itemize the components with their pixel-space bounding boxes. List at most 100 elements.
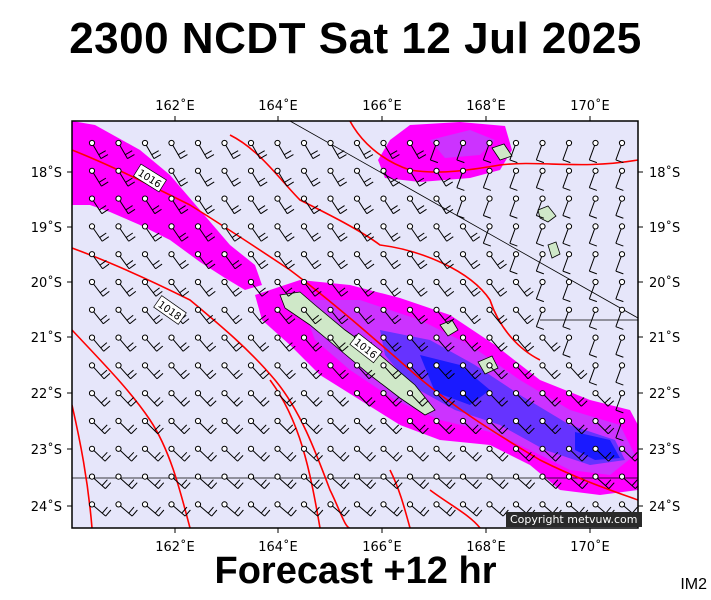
wind-barb-feather	[153, 369, 161, 376]
wind-barb-station	[646, 307, 651, 312]
wind-barb-station	[141, 390, 149, 397]
wind-barb-feather	[209, 318, 216, 325]
wind-barb-feather	[470, 260, 478, 266]
wind-barb-station	[565, 390, 573, 397]
wind-barb-feather	[394, 318, 402, 325]
wind-barb-station	[141, 195, 149, 202]
wind-barb-feather	[208, 263, 216, 270]
wind-barb-station	[433, 334, 440, 341]
image-tag: IM2	[680, 576, 707, 593]
wind-barb-station	[539, 417, 546, 425]
wind-barb-feather	[262, 373, 270, 380]
wind-barb-feather	[206, 314, 214, 321]
wind-barb-feather	[286, 181, 294, 187]
wind-barb-station	[194, 362, 202, 369]
wind-barb-feather	[524, 369, 532, 376]
wind-barb-feather	[128, 479, 135, 486]
wind-barb-feather	[259, 397, 267, 404]
wind-barb-feather	[577, 369, 585, 376]
wind-barb-station	[300, 473, 308, 480]
wind-barb-feather	[536, 215, 545, 219]
wind-barb-feather	[446, 506, 453, 514]
wind-barb-feather	[338, 287, 346, 294]
wind-barb-feather	[443, 232, 452, 238]
wind-barb-feather	[178, 205, 186, 211]
wind-barb-feather	[502, 509, 509, 517]
wind-barb-feather	[392, 451, 400, 459]
wind-barb-station	[618, 390, 626, 397]
wind-barb-feather	[105, 509, 112, 517]
wind-barb-station	[618, 278, 626, 286]
wind-barb-feather	[446, 479, 453, 486]
wind-barb-feather	[473, 263, 481, 270]
wind-barb-feather	[419, 424, 426, 431]
wind-barb-feather	[130, 400, 138, 407]
wind-barb-station	[247, 390, 255, 397]
wind-barb-station	[168, 139, 175, 147]
wind-barb-feather	[553, 345, 561, 352]
wind-barb-feather	[500, 291, 508, 297]
wind-barb-feather	[338, 342, 346, 349]
wind-barb-station	[565, 473, 573, 480]
wind-barb-station	[168, 390, 175, 397]
map-title: 2300 NCDT Sat 12 Jul 2025	[69, 14, 642, 63]
wind-barb-feather	[181, 236, 189, 242]
wind-barb-station	[194, 501, 202, 508]
wind-barb-feather	[235, 345, 243, 352]
wind-barb-feather	[642, 188, 650, 191]
wind-barb-feather	[210, 427, 217, 435]
wind-barb-station	[221, 417, 228, 425]
wind-barb-station	[512, 251, 520, 258]
wind-barb-feather	[127, 154, 135, 160]
wind-barb-feather	[339, 369, 346, 376]
wind-barb-station	[459, 334, 467, 341]
wind-barb-station	[592, 139, 599, 147]
wind-barb-station	[300, 251, 308, 258]
wind-barb-feather	[180, 397, 187, 404]
wind-barb-feather	[365, 154, 374, 160]
wind-barb-feather	[447, 318, 455, 325]
wind-barb-feather	[631, 479, 638, 486]
wind-barb-feather	[128, 506, 135, 514]
wind-barb-feather	[310, 150, 318, 156]
wind-barb-station	[194, 417, 202, 425]
wind-barb-feather	[364, 260, 372, 266]
wind-barb-feather	[417, 287, 425, 294]
wind-barb-feather	[446, 208, 454, 215]
wind-barb-feather	[367, 291, 375, 297]
wind-barb-staff	[642, 171, 648, 188]
wind-barb-feather	[235, 291, 243, 297]
wind-barb-feather	[417, 232, 425, 238]
wind-barb-station	[486, 501, 493, 508]
wind-barb-feather	[312, 369, 320, 376]
wind-barb-feather	[395, 373, 402, 380]
wind-barb-feather	[312, 397, 320, 404]
wind-barb-station	[433, 167, 440, 174]
wind-barb-feather	[364, 287, 372, 294]
lat-label-right-18: 18˚S	[649, 165, 680, 181]
wind-barb-station	[380, 223, 387, 230]
wind-barb-feather	[284, 205, 292, 211]
wind-barb-feather	[444, 314, 452, 321]
wind-barb-station	[406, 306, 414, 313]
wind-barb-feather	[447, 291, 455, 297]
wind-barb-feather	[103, 373, 111, 380]
wind-barb-feather	[524, 342, 532, 349]
wind-barb-feather	[391, 314, 399, 321]
wind-barb-feather	[582, 482, 589, 489]
wind-barb-feather	[642, 216, 650, 219]
wind-barb-station	[380, 167, 387, 174]
wind-barbs	[88, 139, 651, 517]
wind-barb-station	[592, 473, 599, 480]
lat-label-left-24: 24˚S	[31, 499, 62, 515]
wind-barb-station	[327, 306, 334, 313]
wind-barb-feather	[444, 287, 452, 294]
wind-barb-feather	[395, 427, 403, 435]
wind-barb-station	[459, 417, 467, 425]
wind-barb-station	[433, 306, 440, 313]
wind-barb-feather	[207, 181, 215, 187]
wind-barb-station	[115, 390, 122, 397]
wind-barb-station	[194, 473, 202, 480]
wind-barb-feather	[483, 215, 492, 219]
wind-barb-feather	[420, 291, 428, 297]
